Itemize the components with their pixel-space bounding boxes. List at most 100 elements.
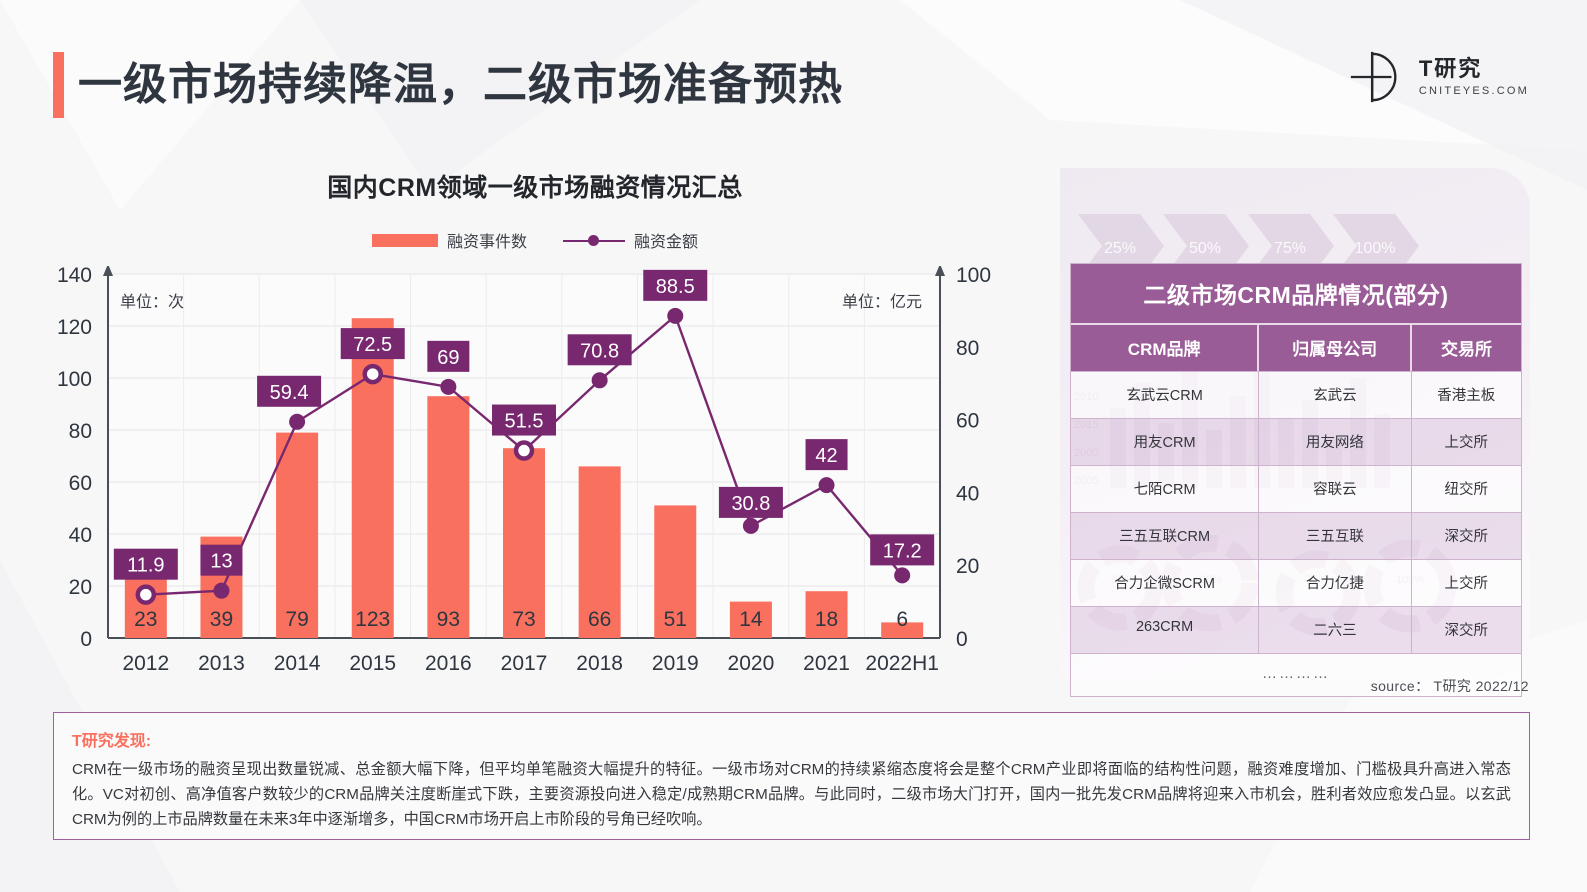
line-marker xyxy=(894,567,911,584)
chart-block: 国内CRM领域一级市场融资情况汇总 融资事件数 融资金额 单位：次 单位：亿元 … xyxy=(0,160,1040,690)
deco-step-label: 25% xyxy=(1104,240,1136,257)
page-title: 一级市场持续降温，二级市场准备预热 xyxy=(78,60,843,109)
x-tick-label: 2015 xyxy=(349,652,396,675)
right-axis-unit: 单位：亿元 xyxy=(841,294,922,311)
table-cell: 玄武云CRM xyxy=(1071,371,1260,418)
table-cell: 263CRM xyxy=(1071,606,1260,653)
legend-item-line: 融资金额 xyxy=(563,228,698,252)
table-cell: 三五互联 xyxy=(1259,512,1412,559)
x-tick-label: 2018 xyxy=(576,652,623,675)
line-value-label: 30.8 xyxy=(731,493,770,515)
table-cell: 七陌CRM xyxy=(1071,465,1260,512)
bar-value-label: 66 xyxy=(588,608,611,631)
table-row: 三五互联CRM 三五互联 深交所 xyxy=(1071,512,1522,559)
table-cell: 容联云 xyxy=(1259,465,1412,512)
t-research-logo-icon xyxy=(1350,51,1397,103)
crm-brand-table: 二级市场CRM品牌情况(部分) CRM品牌 归属母公司 交易所 玄武云CRM 玄武… xyxy=(1070,263,1522,697)
bar-value-label: 93 xyxy=(437,608,460,631)
source-note: source： T研究 2022/12 xyxy=(1370,678,1529,694)
x-tick-label: 2012 xyxy=(122,652,169,675)
line-value-label: 51.5 xyxy=(505,411,544,433)
line-value-label: 88.5 xyxy=(656,276,695,298)
bar-value-label: 23 xyxy=(134,608,157,631)
table-cell: 合力亿捷 xyxy=(1259,559,1412,606)
line-value-label: 17.2 xyxy=(883,540,922,562)
x-tick-label: 2014 xyxy=(274,652,321,675)
table-row: 玄武云CRM 玄武云 香港主板 xyxy=(1071,371,1522,418)
table-header-brand: CRM品牌 xyxy=(1071,325,1260,371)
findings-note: T研究发现: CRM在一级市场的融资呈现出数量锐减、总金额大幅下降，但平均单笔融… xyxy=(53,712,1530,840)
table-cell: 用友CRM xyxy=(1071,418,1260,465)
table-cell: 二六三 xyxy=(1259,606,1412,653)
y-tick-left: 80 xyxy=(69,420,92,443)
legend-bar-label: 融资事件数 xyxy=(446,234,527,251)
legend-bar-swatch-icon xyxy=(371,233,438,247)
legend-item-bar: 融资事件数 xyxy=(371,228,527,252)
y-tick-right: 60 xyxy=(956,410,979,433)
bar xyxy=(427,396,470,638)
findings-title: T研究发现: xyxy=(72,733,152,750)
y-tick-left: 140 xyxy=(57,266,92,287)
line-marker xyxy=(440,378,457,395)
table-title: 二级市场CRM品牌情况(部分) xyxy=(1071,264,1521,323)
bar-value-label: 123 xyxy=(355,608,390,631)
legend-line-marker-icon xyxy=(563,234,625,247)
y-tick-left: 60 xyxy=(69,472,92,495)
y-tick-right: 40 xyxy=(956,482,979,505)
line-value-label: 13 xyxy=(210,551,232,573)
deco-step-label: 50% xyxy=(1189,240,1221,257)
bar-value-label: 39 xyxy=(210,608,233,631)
table-cell: 用友网络 xyxy=(1259,418,1412,465)
y-tick-left: 20 xyxy=(69,576,92,599)
line-marker xyxy=(591,372,608,389)
bar-value-label: 73 xyxy=(512,608,535,631)
chart-plot-area: 单位：次 单位：亿元 0 20 40 60 80 100 120 140 0 20 40 60 80 10… xyxy=(0,264,1040,681)
y-tick-right: 0 xyxy=(956,628,968,651)
y-tick-left: 40 xyxy=(69,524,92,547)
table-cell: 三五互联CRM xyxy=(1071,512,1260,559)
line-marker xyxy=(213,582,230,599)
table-cell: 上交所 xyxy=(1411,418,1522,465)
table-header-parent: 归属母公司 xyxy=(1259,325,1412,371)
line-marker xyxy=(289,413,306,430)
findings-body: CRM在一级市场的融资呈现出数量锐减、总金额大幅下降，但平均单笔融资大幅提升的特… xyxy=(72,761,1511,828)
x-tick-label: 2021 xyxy=(803,652,850,675)
bar-value-label: 14 xyxy=(739,608,763,631)
x-tick-label: 2017 xyxy=(501,652,548,675)
line-value-label: 69 xyxy=(437,347,459,369)
line-marker xyxy=(135,584,157,605)
table-row: 263CRM 二六三 深交所 xyxy=(1071,606,1522,653)
table-cell: 深交所 xyxy=(1411,606,1522,653)
chart-title: 国内CRM领域一级市场融资情况汇总 xyxy=(327,174,743,202)
secondary-market-panel: 25%50%75%100% 199019952000 200520102015 … xyxy=(1060,168,1530,697)
x-tick-label: 2016 xyxy=(425,652,472,675)
table-header-exchange: 交易所 xyxy=(1440,340,1492,359)
table-cell: 深交所 xyxy=(1411,512,1522,559)
x-tick-label: 2020 xyxy=(728,652,775,675)
table-cell: 香港主板 xyxy=(1411,371,1522,418)
table-row: 用友CRM 用友网络 上交所 xyxy=(1071,418,1522,465)
deco-step-label: 75% xyxy=(1274,240,1306,257)
bar-value-label: 79 xyxy=(285,608,308,631)
y-axis-right-arrow xyxy=(935,264,945,276)
logo-en-text: CNITEYES.COM xyxy=(1418,84,1529,97)
x-tick-label: 2013 xyxy=(198,652,245,675)
y-tick-left: 100 xyxy=(57,368,92,391)
bar-value-label: 51 xyxy=(664,608,687,631)
table-cell: 上交所 xyxy=(1411,559,1522,606)
chart-svg: 0 20 40 60 80 100 120 140 0 20 40 60 80 100 23 39 79 123 9… xyxy=(57,264,991,675)
table-row: 七陌CRM 容联云 纽交所 xyxy=(1071,465,1522,512)
bar-value-label: 6 xyxy=(896,608,908,631)
deco-step-label: 100% xyxy=(1355,240,1396,257)
line-marker xyxy=(742,517,759,534)
line-marker xyxy=(362,363,383,385)
brand-logo: T研究 CNITEYES.COM xyxy=(1347,48,1529,106)
y-tick-right: 100 xyxy=(956,266,991,287)
y-tick-left: 120 xyxy=(57,316,92,339)
logo-cn-text: T研究 xyxy=(1418,55,1483,81)
line-marker xyxy=(667,307,684,324)
line-marker xyxy=(513,440,535,461)
table-cell: 玄武云 xyxy=(1259,371,1412,418)
line-value-label: 70.8 xyxy=(580,340,619,362)
left-axis-unit: 单位：次 xyxy=(120,294,185,311)
